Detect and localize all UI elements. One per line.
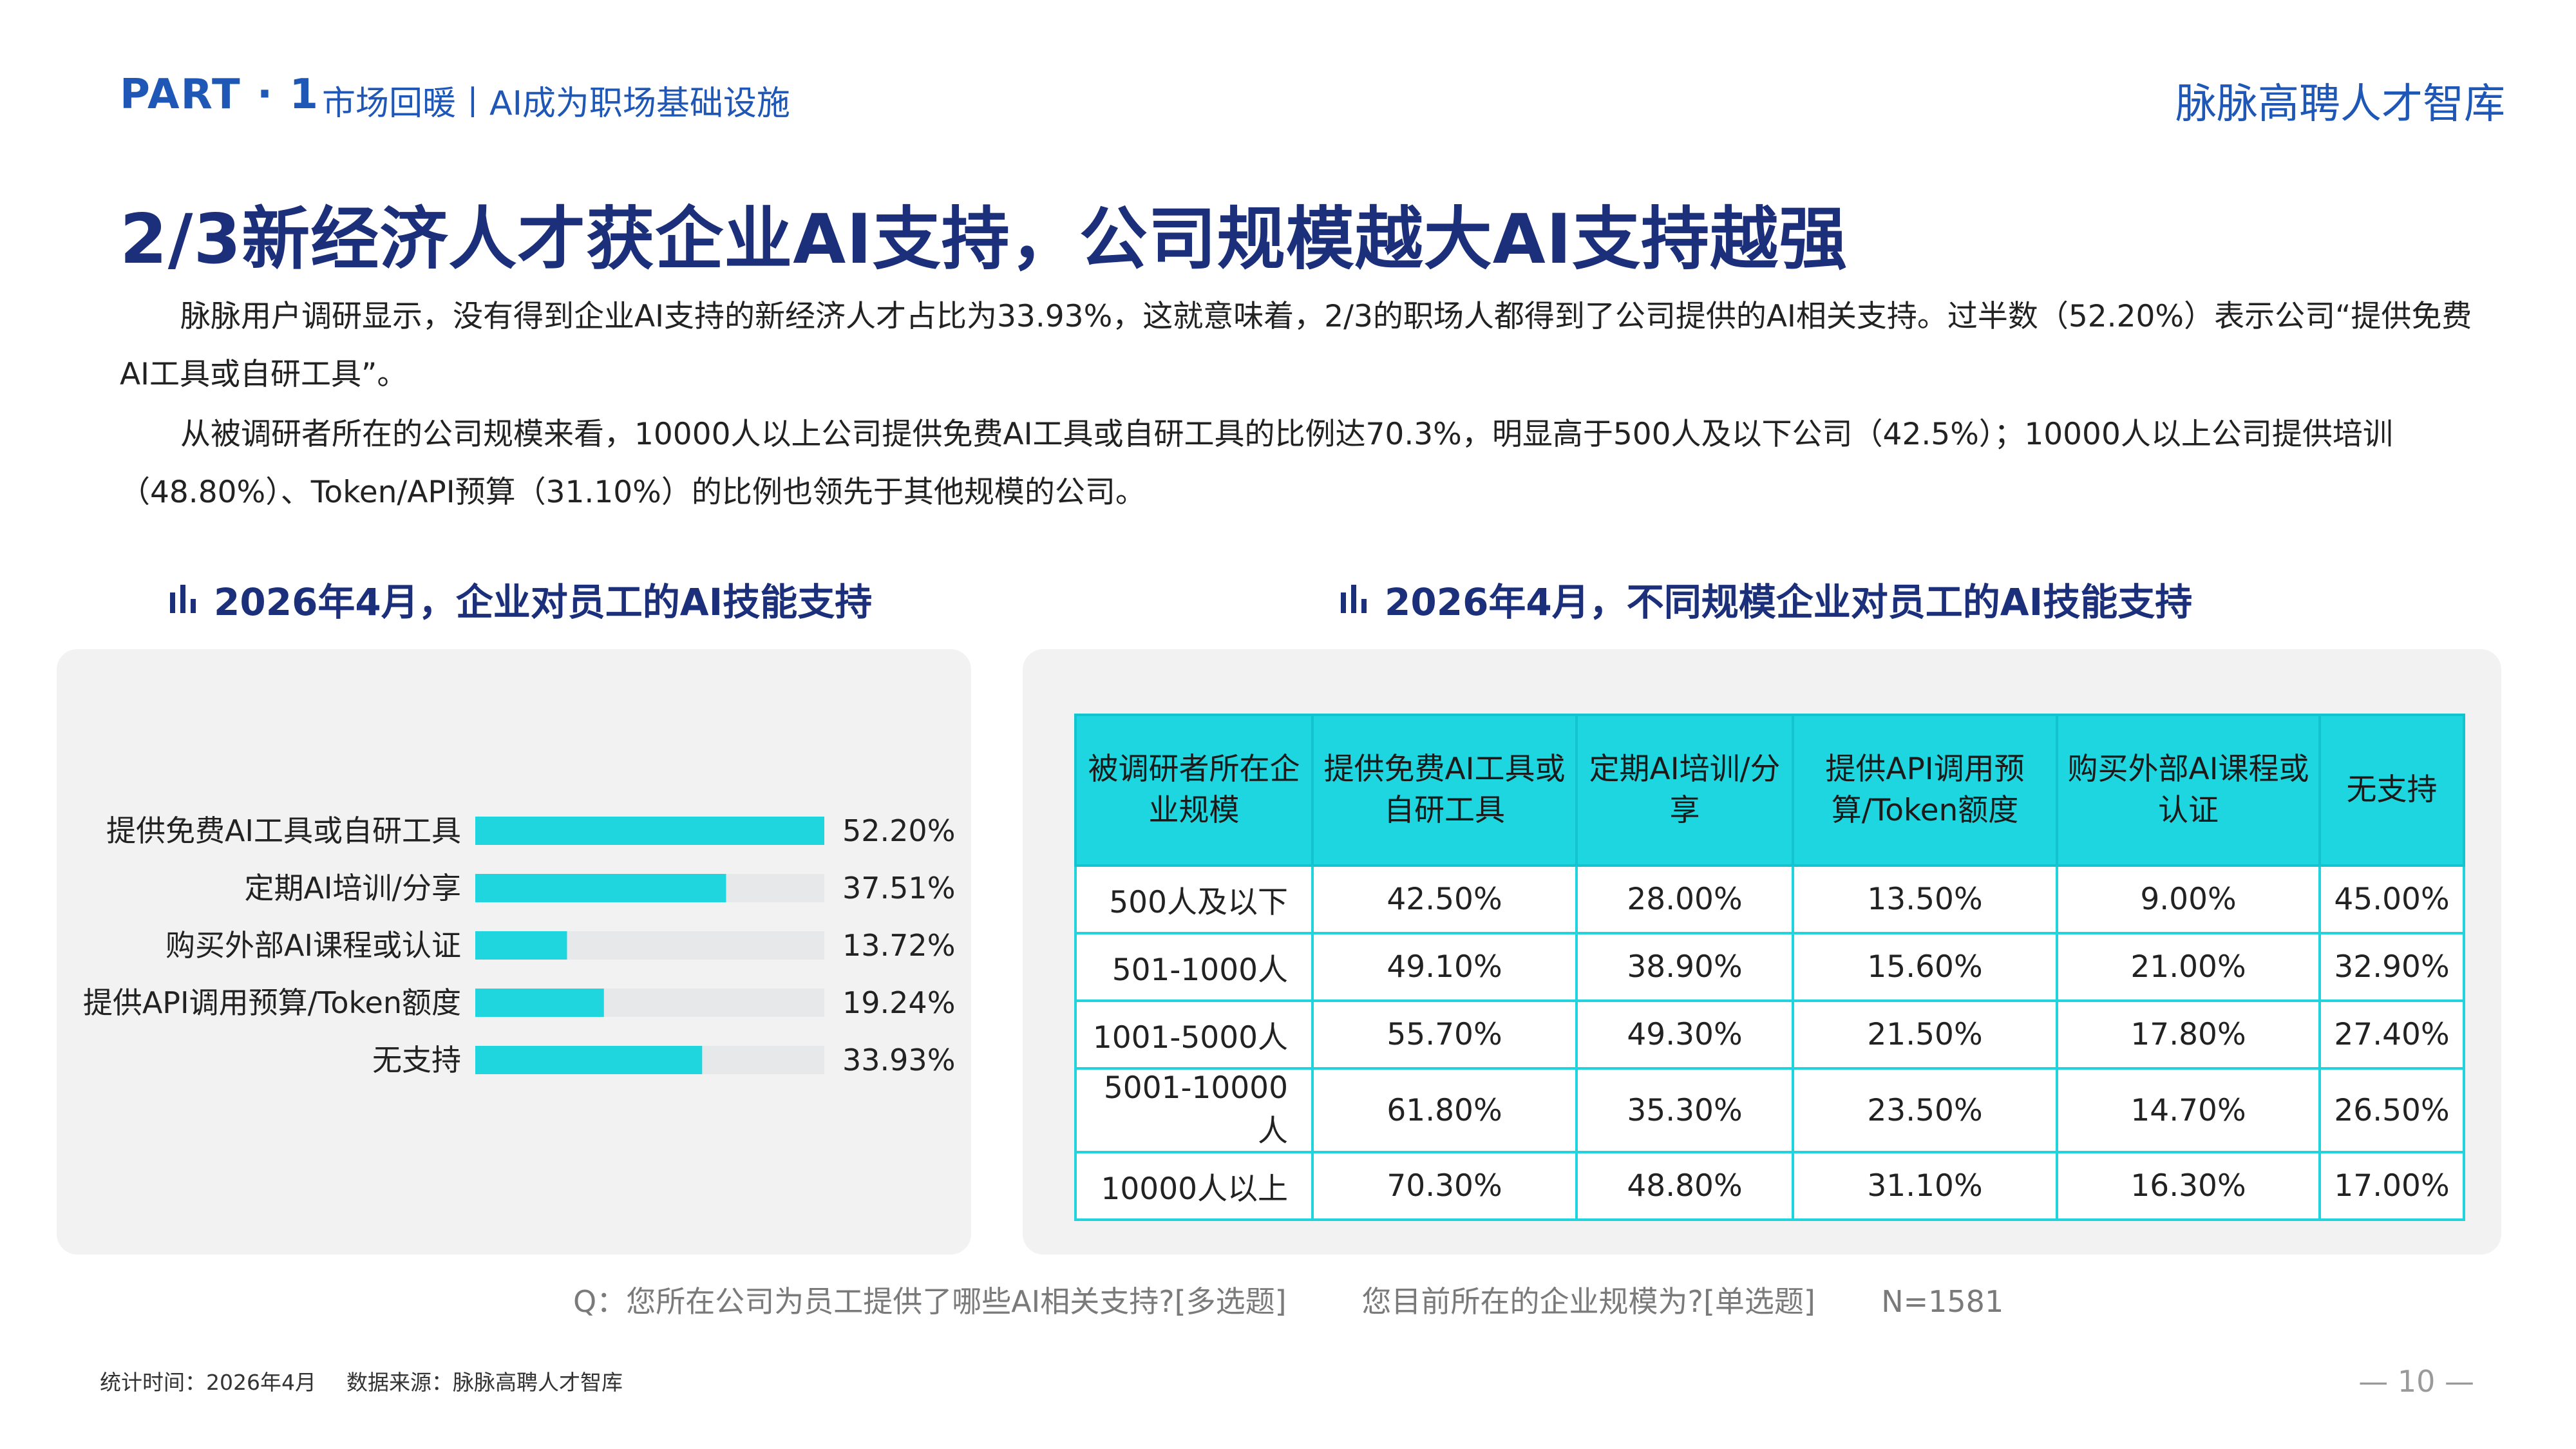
bar-category-label: 定期AI培训/分享 xyxy=(244,871,461,905)
left-chart-title-text: 2026年4月，企业对员工的AI技能支持 xyxy=(214,580,873,624)
table-row-label: 5001-10000人 xyxy=(1074,1067,1314,1153)
table-row-label: 1001-5000人 xyxy=(1074,999,1314,1070)
bar-chart-icon xyxy=(170,585,196,613)
table-cell: 35.30% xyxy=(1575,1067,1794,1153)
support-bar-chart: 提供免费AI工具或自研工具 52.20% 定期AI培训/分享 37.51% 购买外部AI… xyxy=(83,813,956,1077)
table-header-row: 被调研者所在企业规模 提供免费AI工具或自研工具 定期AI培训/分享 提供API… xyxy=(1074,714,2465,867)
table-row-label: 10000人以上 xyxy=(1074,1151,1314,1221)
table-header-cell: 无支持 xyxy=(2318,714,2465,867)
page-number: — 10 — xyxy=(2358,1364,2474,1399)
table-cell: 23.50% xyxy=(1792,1067,2058,1153)
bar-value-label: 33.93% xyxy=(842,1043,955,1077)
right-chart-title-text: 2026年4月，不同规模企业对员工的AI技能支持 xyxy=(1385,580,2193,624)
bar-value-label: 19.24% xyxy=(842,985,955,1020)
table-header-cell: 提供免费AI工具或自研工具 xyxy=(1311,714,1578,867)
table-cell: 48.80% xyxy=(1575,1151,1794,1221)
footer-statistics-time: 统计时间：2026年4月 xyxy=(100,1370,316,1395)
intro-paragraph-2: 从被调研者所在的公司规模来看，10000人以上公司提供免费AI工具或自研工具的比… xyxy=(120,417,2393,510)
table-cell: 26.50% xyxy=(2318,1067,2465,1153)
bar-value-label: 37.51% xyxy=(842,871,955,905)
bar xyxy=(475,931,567,960)
table-cell: 21.00% xyxy=(2056,932,2321,1002)
brand-name: 脉脉高聘人才智库 xyxy=(2175,80,2505,128)
bar xyxy=(475,817,824,845)
table-cell: 55.70% xyxy=(1311,999,1578,1070)
table-row: 501-1000人 49.10% 38.90% 15.60% 21.00% 32… xyxy=(1074,932,2465,1002)
bar-value-label: 52.20% xyxy=(842,813,955,848)
table-cell: 70.30% xyxy=(1311,1151,1578,1221)
table-cell: 32.90% xyxy=(2318,932,2465,1002)
table-cell: 14.70% xyxy=(2056,1067,2321,1153)
bar-value-label: 13.72% xyxy=(842,928,955,963)
bar-category-label: 提供API调用预算/Token额度 xyxy=(83,985,461,1020)
bar-category-label: 提供免费AI工具或自研工具 xyxy=(106,813,461,848)
table-cell: 49.30% xyxy=(1575,999,1794,1070)
table-cell: 27.40% xyxy=(2318,999,2465,1070)
bar xyxy=(475,874,726,902)
section-title: 市场回暖丨AI成为职场基础设施 xyxy=(322,84,790,123)
table-header-cell: 被调研者所在企业规模 xyxy=(1074,714,1314,867)
table-row: 500人及以下 42.50% 28.00% 13.50% 9.00% 45.00… xyxy=(1074,864,2465,934)
table-row-label: 500人及以下 xyxy=(1074,864,1314,934)
table-header-cell: 提供API调用预算/Token额度 xyxy=(1792,714,2058,867)
table-cell: 38.90% xyxy=(1575,932,1794,1002)
table-cell: 31.10% xyxy=(1792,1151,2058,1221)
table-cell: 21.50% xyxy=(1792,999,2058,1070)
table-header-cell: 定期AI培训/分享 xyxy=(1575,714,1794,867)
table-cell: 42.50% xyxy=(1311,864,1578,934)
bar-category-label: 购买外部AI课程或认证 xyxy=(166,928,461,963)
left-chart-title: 2026年4月，企业对员工的AI技能支持 xyxy=(169,572,872,626)
table-cell: 45.00% xyxy=(2318,864,2465,934)
table-row: 1001-5000人 55.70% 49.30% 21.50% 17.80% 2… xyxy=(1074,999,2465,1070)
table-cell: 28.00% xyxy=(1575,864,1794,934)
bar-category-label: 无支持 xyxy=(372,1043,461,1077)
bar-chart-icon xyxy=(1341,585,1367,613)
table-cell: 49.10% xyxy=(1311,932,1578,1002)
part-label: PART · 1 xyxy=(120,71,320,118)
table-cell: 17.00% xyxy=(2318,1151,2465,1221)
table-row-label: 501-1000人 xyxy=(1074,932,1314,1002)
survey-question: Q：您所在公司为员工提供了哪些AI相关支持?[多选题] 您目前所在的企业规模为?… xyxy=(573,1284,2004,1319)
table-row: 10000人以上 70.30% 48.80% 31.10% 16.30% 17.… xyxy=(1074,1151,2465,1221)
table-row: 5001-10000人 61.80% 35.30% 23.50% 14.70% … xyxy=(1074,1067,2465,1153)
table-cell: 16.30% xyxy=(2056,1151,2321,1221)
table-cell: 17.80% xyxy=(2056,999,2321,1070)
bar xyxy=(475,1046,703,1074)
table-cell: 15.60% xyxy=(1792,932,2058,1002)
company-size-support-table: 被调研者所在企业规模 提供免费AI工具或自研工具 定期AI培训/分享 提供API… xyxy=(1074,714,2465,1221)
footer-data-source: 数据来源：脉脉高聘人才智库 xyxy=(346,1370,623,1395)
table-header-cell: 购买外部AI课程或认证 xyxy=(2056,714,2321,867)
right-chart-title: 2026年4月，不同规模企业对员工的AI技能支持 xyxy=(1340,572,2192,626)
bar xyxy=(475,989,604,1017)
table-cell: 9.00% xyxy=(2056,864,2321,934)
intro-paragraph-1: 脉脉用户调研显示，没有得到企业AI支持的新经济人才占比为33.93%，这就意味着… xyxy=(120,299,2472,392)
page-title: 2/3新经济人才获企业AI支持，公司规模越大AI支持越强 xyxy=(120,200,1848,279)
table-cell: 61.80% xyxy=(1311,1067,1578,1153)
table-cell: 13.50% xyxy=(1792,864,2058,934)
